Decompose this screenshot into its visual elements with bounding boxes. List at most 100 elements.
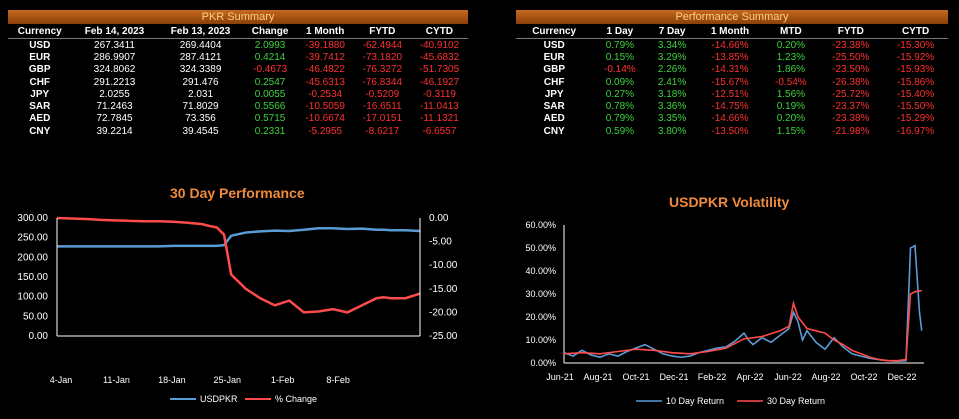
table-cell: 287.4121 xyxy=(179,51,222,63)
table-cell: 3.80% xyxy=(657,125,687,137)
column-header: Feb 14, 2023 xyxy=(71,25,158,39)
table-cell: -16.97% xyxy=(896,125,935,137)
table-cell: 267.3411 xyxy=(94,39,135,51)
table-cell: JPY xyxy=(30,88,50,100)
table-cell: -0.2534 xyxy=(308,88,343,100)
x-tick-label: Aug-21 xyxy=(583,372,612,382)
table-cell: -15.50% xyxy=(896,101,935,113)
column-header: 7 Day xyxy=(647,25,697,39)
table-cell: 1.23% xyxy=(776,51,806,63)
table-cell: -51.7305 xyxy=(419,64,460,76)
table-cell: -73.1820 xyxy=(362,51,403,63)
table-cell: -0.14% xyxy=(604,64,636,76)
x-tick-label: Dec-22 xyxy=(887,372,916,382)
table-cell: CNY xyxy=(543,125,565,137)
x-tick-label: 4-Jan xyxy=(50,375,73,385)
pkr-summary-banner: PKR Summary xyxy=(8,10,468,24)
y-left-tick-label: 250.00 xyxy=(17,233,48,244)
legend-label-percent-change: % Change xyxy=(275,394,317,404)
y-left-tick-label: 200.00 xyxy=(17,252,48,263)
column-header: 1 Month xyxy=(696,25,764,39)
column-header: FYTD xyxy=(353,25,411,39)
table-cell: 0.27% xyxy=(605,88,635,100)
table-cell: EUR xyxy=(543,51,565,63)
table-cell: 72.7845 xyxy=(96,113,133,125)
table-cell: -15.93% xyxy=(896,64,935,76)
table-cell: 0.4214 xyxy=(254,51,286,63)
y-tick-label: 0.00% xyxy=(530,358,556,368)
column-header: Change xyxy=(243,25,297,39)
table-cell: -46.4822 xyxy=(305,64,345,76)
table-cell: -14.31% xyxy=(711,64,749,76)
table-header-row: Currency Feb 14, 2023 Feb 13, 2023 Change 1 … xyxy=(8,25,468,39)
table-cell: -13.85% xyxy=(711,51,749,63)
x-tick-label: Oct-22 xyxy=(850,372,877,382)
table-cell: 1.15% xyxy=(776,125,806,137)
table-cell: 3.18% xyxy=(657,88,687,100)
table-cell: -17.0151 xyxy=(362,113,403,125)
table-cell: 324.3389 xyxy=(179,64,222,76)
table-header-row: Currency 1 Day 7 Day 1 Month MTD FYTD CYTD xyxy=(516,25,948,39)
column-header: Currency xyxy=(8,25,72,39)
y-right-tick-label: -5.00 xyxy=(429,237,452,248)
table-cell: 71.8029 xyxy=(182,101,219,113)
performance-summary-banner: Performance Summary xyxy=(516,10,948,24)
x-tick-label: 25-Jan xyxy=(213,375,241,385)
x-tick-label: Jun-21 xyxy=(546,372,574,382)
table-cell: -0.5209 xyxy=(365,88,400,100)
table-cell: JPY xyxy=(544,88,564,100)
table-cell: 2.0255 xyxy=(99,88,130,100)
table-cell: 71.2463 xyxy=(96,101,133,113)
table-cell: 286.9907 xyxy=(93,51,136,63)
table-cell: -14.75% xyxy=(711,101,749,113)
table-cell: -23.38% xyxy=(832,113,870,125)
table-row: CNY 0.59% 3.80% -13.50% 1.15% -21.98% -16.97% xyxy=(516,125,948,137)
y-right-tick-label: -25.00 xyxy=(429,331,458,342)
table-cell: 39.4545 xyxy=(182,125,219,137)
table-cell: 0.20% xyxy=(776,113,806,125)
table-cell: USD xyxy=(543,39,565,51)
table-cell: -15.92% xyxy=(896,51,935,63)
y-left-tick-label: 100.00 xyxy=(17,292,48,303)
series-line-percent-change xyxy=(56,216,421,314)
table-row: SAR 0.78% 3.36% -14.75% 0.19% -23.37% -15.50% xyxy=(516,100,948,112)
table-row: AED 0.79% 3.35% -14.66% 0.20% -23.38% -15.29% xyxy=(516,113,948,125)
series-line-usdpkr xyxy=(57,226,421,248)
table-cell: -62.4944 xyxy=(362,39,403,51)
table-cell: 73.356 xyxy=(185,113,216,125)
table-cell: -11.1321 xyxy=(420,113,459,125)
table-cell: 3.34% xyxy=(657,39,687,51)
table-cell: -0.54% xyxy=(775,76,807,88)
table-cell: 2.41% xyxy=(657,76,687,88)
y-left-tick-label: 0.00 xyxy=(29,331,49,342)
column-header: 1 Month xyxy=(296,25,354,39)
plot-area xyxy=(57,218,420,336)
table-row: GBP -0.14% 2.26% -14.31% 1.86% -23.50% -15.93% xyxy=(516,64,948,76)
table-cell: 0.20% xyxy=(776,39,806,51)
column-header: CYTD xyxy=(883,25,948,39)
table-cell: EUR xyxy=(29,51,51,63)
chart1-title: 30 Day Performance xyxy=(170,185,305,201)
table-cell: 0.19% xyxy=(776,101,806,113)
column-header: FYTD xyxy=(818,25,884,39)
y-tick-label: 30.00% xyxy=(525,289,556,299)
column-header: Currency xyxy=(516,25,593,39)
y-left-tick-label: 50.00 xyxy=(23,311,48,322)
table-cell: 0.59% xyxy=(605,125,635,137)
table-cell: -23.38% xyxy=(832,39,870,51)
column-header: CYTD xyxy=(410,25,468,39)
table-row: CNY 39.2214 39.4545 0.2331 -5.2955 -8.6217 -6.… xyxy=(8,125,468,137)
table-cell: 3.36% xyxy=(657,101,687,113)
table-cell: 1.56% xyxy=(776,88,806,100)
table-cell: -0.4673 xyxy=(253,64,288,76)
table-cell: -39.1880 xyxy=(305,39,345,51)
table-cell: -15.67% xyxy=(711,76,749,88)
pkr-summary-table: Currency Feb 14, 2023 Feb 13, 2023 Change 1 … xyxy=(8,25,468,137)
x-tick-label: Aug-22 xyxy=(811,372,840,382)
table-cell: -39.7412 xyxy=(305,51,345,63)
y-left-tick-label: 150.00 xyxy=(17,272,48,283)
table-cell: -26.38% xyxy=(832,76,870,88)
table-cell: 0.09% xyxy=(605,76,635,88)
y-tick-label: 10.00% xyxy=(525,335,556,345)
table-cell: GBP xyxy=(28,64,51,76)
